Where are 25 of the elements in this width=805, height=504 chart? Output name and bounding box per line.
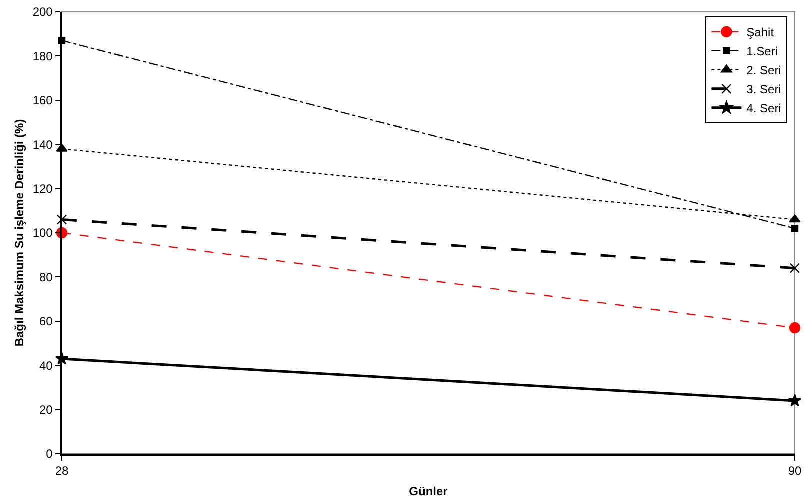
point [789,322,801,334]
y-tick-label: 140 [32,138,54,152]
x-tick-label: 90 [788,464,802,478]
point [791,224,799,232]
y-axis-title: Bağıl Maksimum Su işleme Derinliği (%) [12,119,27,347]
legend-label: 2. Seri [746,64,782,78]
point [788,394,802,407]
y-tick-label: 160 [32,94,54,108]
legend-label: 3. Seri [746,82,782,97]
y-tick-label: 120 [32,182,54,196]
legend-label: Şahit [746,26,775,40]
x-axis-title: Günler [409,484,448,499]
x-tick-label: 28 [55,464,69,478]
legend-label: 4. Seri [746,102,782,116]
point [56,214,68,225]
y-tick-label: 200 [32,5,54,20]
y-tick-label: 60 [39,314,54,329]
y-tick-label: 180 [32,49,54,64]
y-tick-label: 80 [39,270,54,284]
y-tick-label: 100 [32,226,54,240]
point [790,263,800,274]
y-tick-label: 40 [39,358,54,373]
legend-label: 1.Seri [746,44,778,59]
y-tick-label: 20 [39,403,54,417]
y-tick-label: 0 [46,447,54,462]
